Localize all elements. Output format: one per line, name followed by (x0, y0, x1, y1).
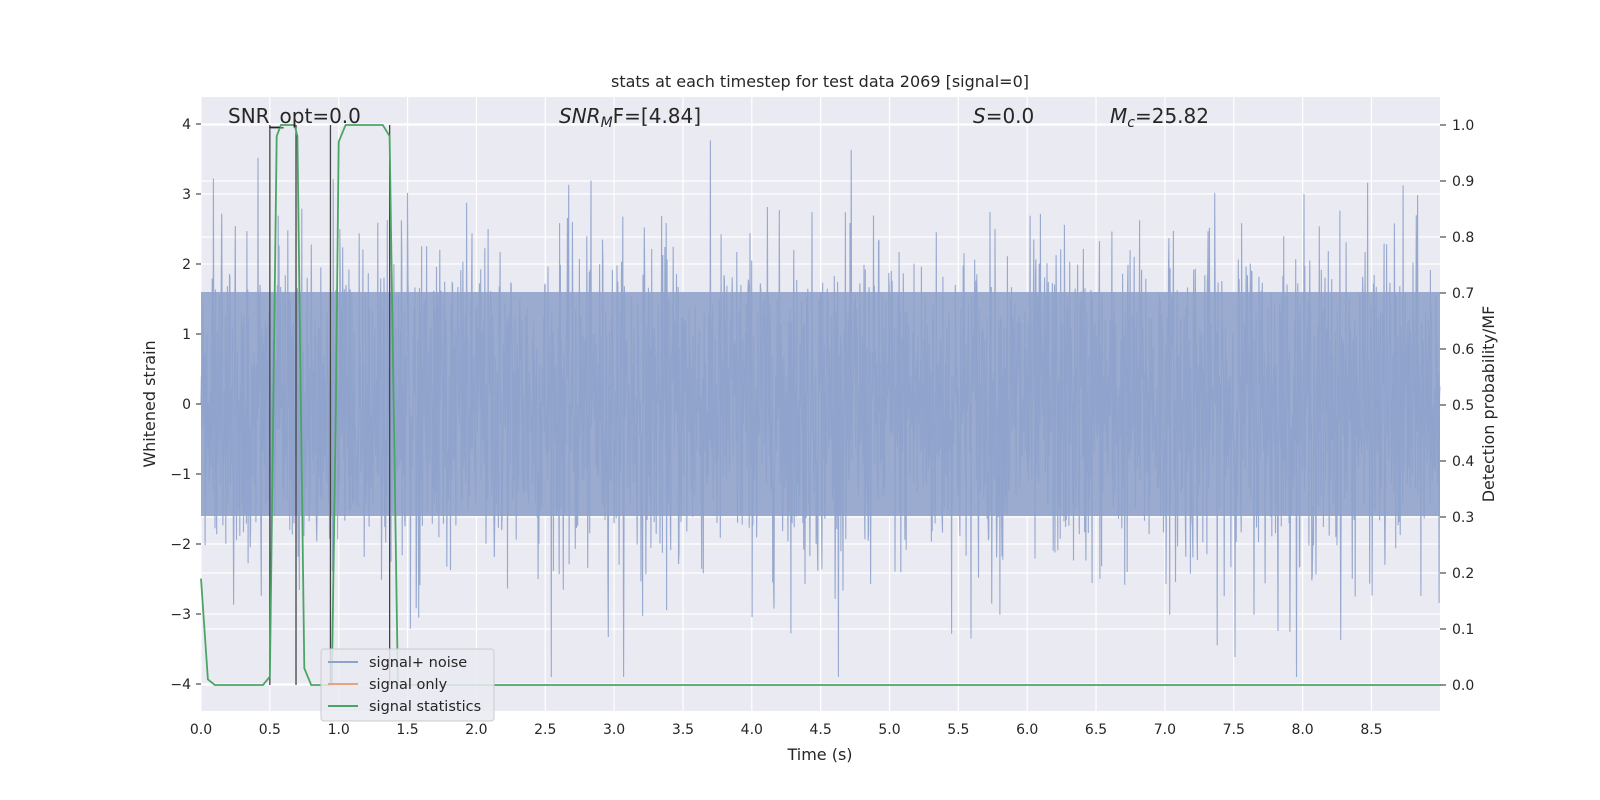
x-tick-label: 5.0 (878, 722, 900, 738)
y-tick-label: 3 (182, 187, 191, 203)
y2-tick-label: 0.7 (1452, 286, 1474, 302)
x-tick-label: 7.5 (1223, 722, 1245, 738)
legend-box (320, 648, 495, 722)
annotation-snr-mf: SNRMF=[4.84] (559, 104, 701, 131)
x-tick-label: 0.5 (259, 722, 281, 738)
y-tick-label: 4 (182, 117, 191, 133)
x-tick-label: 8.0 (1291, 722, 1313, 738)
legend-label-signal-only: signal only (369, 677, 448, 693)
x-tick-label: 2.0 (465, 722, 487, 738)
y2-tick-label: 0.0 (1452, 678, 1474, 694)
x-tick-label: 4.5 (810, 722, 832, 738)
legend-label-signal-statistics: signal statistics (369, 699, 481, 715)
x-tick-label: 2.5 (534, 722, 556, 738)
noise-line (200, 140, 1441, 678)
x-tick-label: 0.0 (190, 722, 212, 738)
statistics-line (200, 124, 1441, 686)
y2-tick-label: 0.1 (1452, 622, 1474, 638)
y-tick-label: −4 (170, 677, 191, 693)
x-tick-label: 8.5 (1360, 722, 1382, 738)
vertical-markers (269, 125, 391, 685)
y2-tick-label: 0.8 (1452, 230, 1474, 246)
y2-tick-label: 0.6 (1452, 342, 1474, 358)
y-tick-label: −3 (170, 607, 191, 623)
y-tick-label: −1 (170, 467, 191, 483)
y2-tick-label: 0.3 (1452, 510, 1474, 526)
x-tick-label: 1.5 (396, 722, 418, 738)
y2-axis-ticks: 1.0 0.9 0.8 0.7 0.6 0.5 0.4 0.3 0.2 0.1 0.0 (1440, 118, 1474, 694)
y2-tick-label: 1.0 (1452, 118, 1474, 134)
y2-tick-label: 0.2 (1452, 566, 1474, 582)
y2-tick-label: 0.5 (1452, 398, 1474, 414)
y2-tick-label: 0.9 (1452, 174, 1474, 190)
x-tick-label: 1.0 (328, 722, 350, 738)
signal-statistics-trace (200, 124, 1441, 686)
annotation-snr-opt: SNR_opt=0.0 (228, 104, 361, 128)
x-tick-label: 7.0 (1154, 722, 1176, 738)
y-axis-label: Whitened strain (140, 340, 159, 467)
x-tick-label: 4.0 (741, 722, 763, 738)
annotation-mc: Mc=25.82 (1110, 104, 1209, 131)
y-axis-ticks: 4 3 2 1 0 −1 −2 −3 −4 (170, 117, 201, 693)
x-axis-label: Time (s) (786, 745, 852, 764)
y-tick-label: 1 (182, 327, 191, 343)
x-axis-ticks: 0.0 0.5 1.0 1.5 2.0 2.5 3.0 3.5 4.0 4.5 5.0 5.5 6.0 6… (190, 722, 1383, 738)
y2-axis-label: Detection probability/MF (1479, 306, 1498, 503)
y-tick-label: −2 (170, 537, 191, 553)
signal-noise-trace (200, 140, 1441, 678)
legend: signal+ noise signal only signal statist… (320, 648, 495, 722)
x-tick-label: 6.0 (1016, 722, 1038, 738)
x-tick-label: 3.0 (603, 722, 625, 738)
x-tick-label: 6.5 (1085, 722, 1107, 738)
annotation-s: S=0.0 (973, 104, 1034, 128)
y-tick-label: 2 (182, 257, 191, 273)
y2-tick-label: 0.4 (1452, 454, 1474, 470)
x-tick-label: 5.5 (947, 722, 969, 738)
x-tick-label: 3.5 (672, 722, 694, 738)
chart-title: stats at each timestep for test data 206… (611, 72, 1029, 91)
legend-label-signal-noise: signal+ noise (369, 655, 467, 671)
y-tick-label: 0 (182, 397, 191, 413)
